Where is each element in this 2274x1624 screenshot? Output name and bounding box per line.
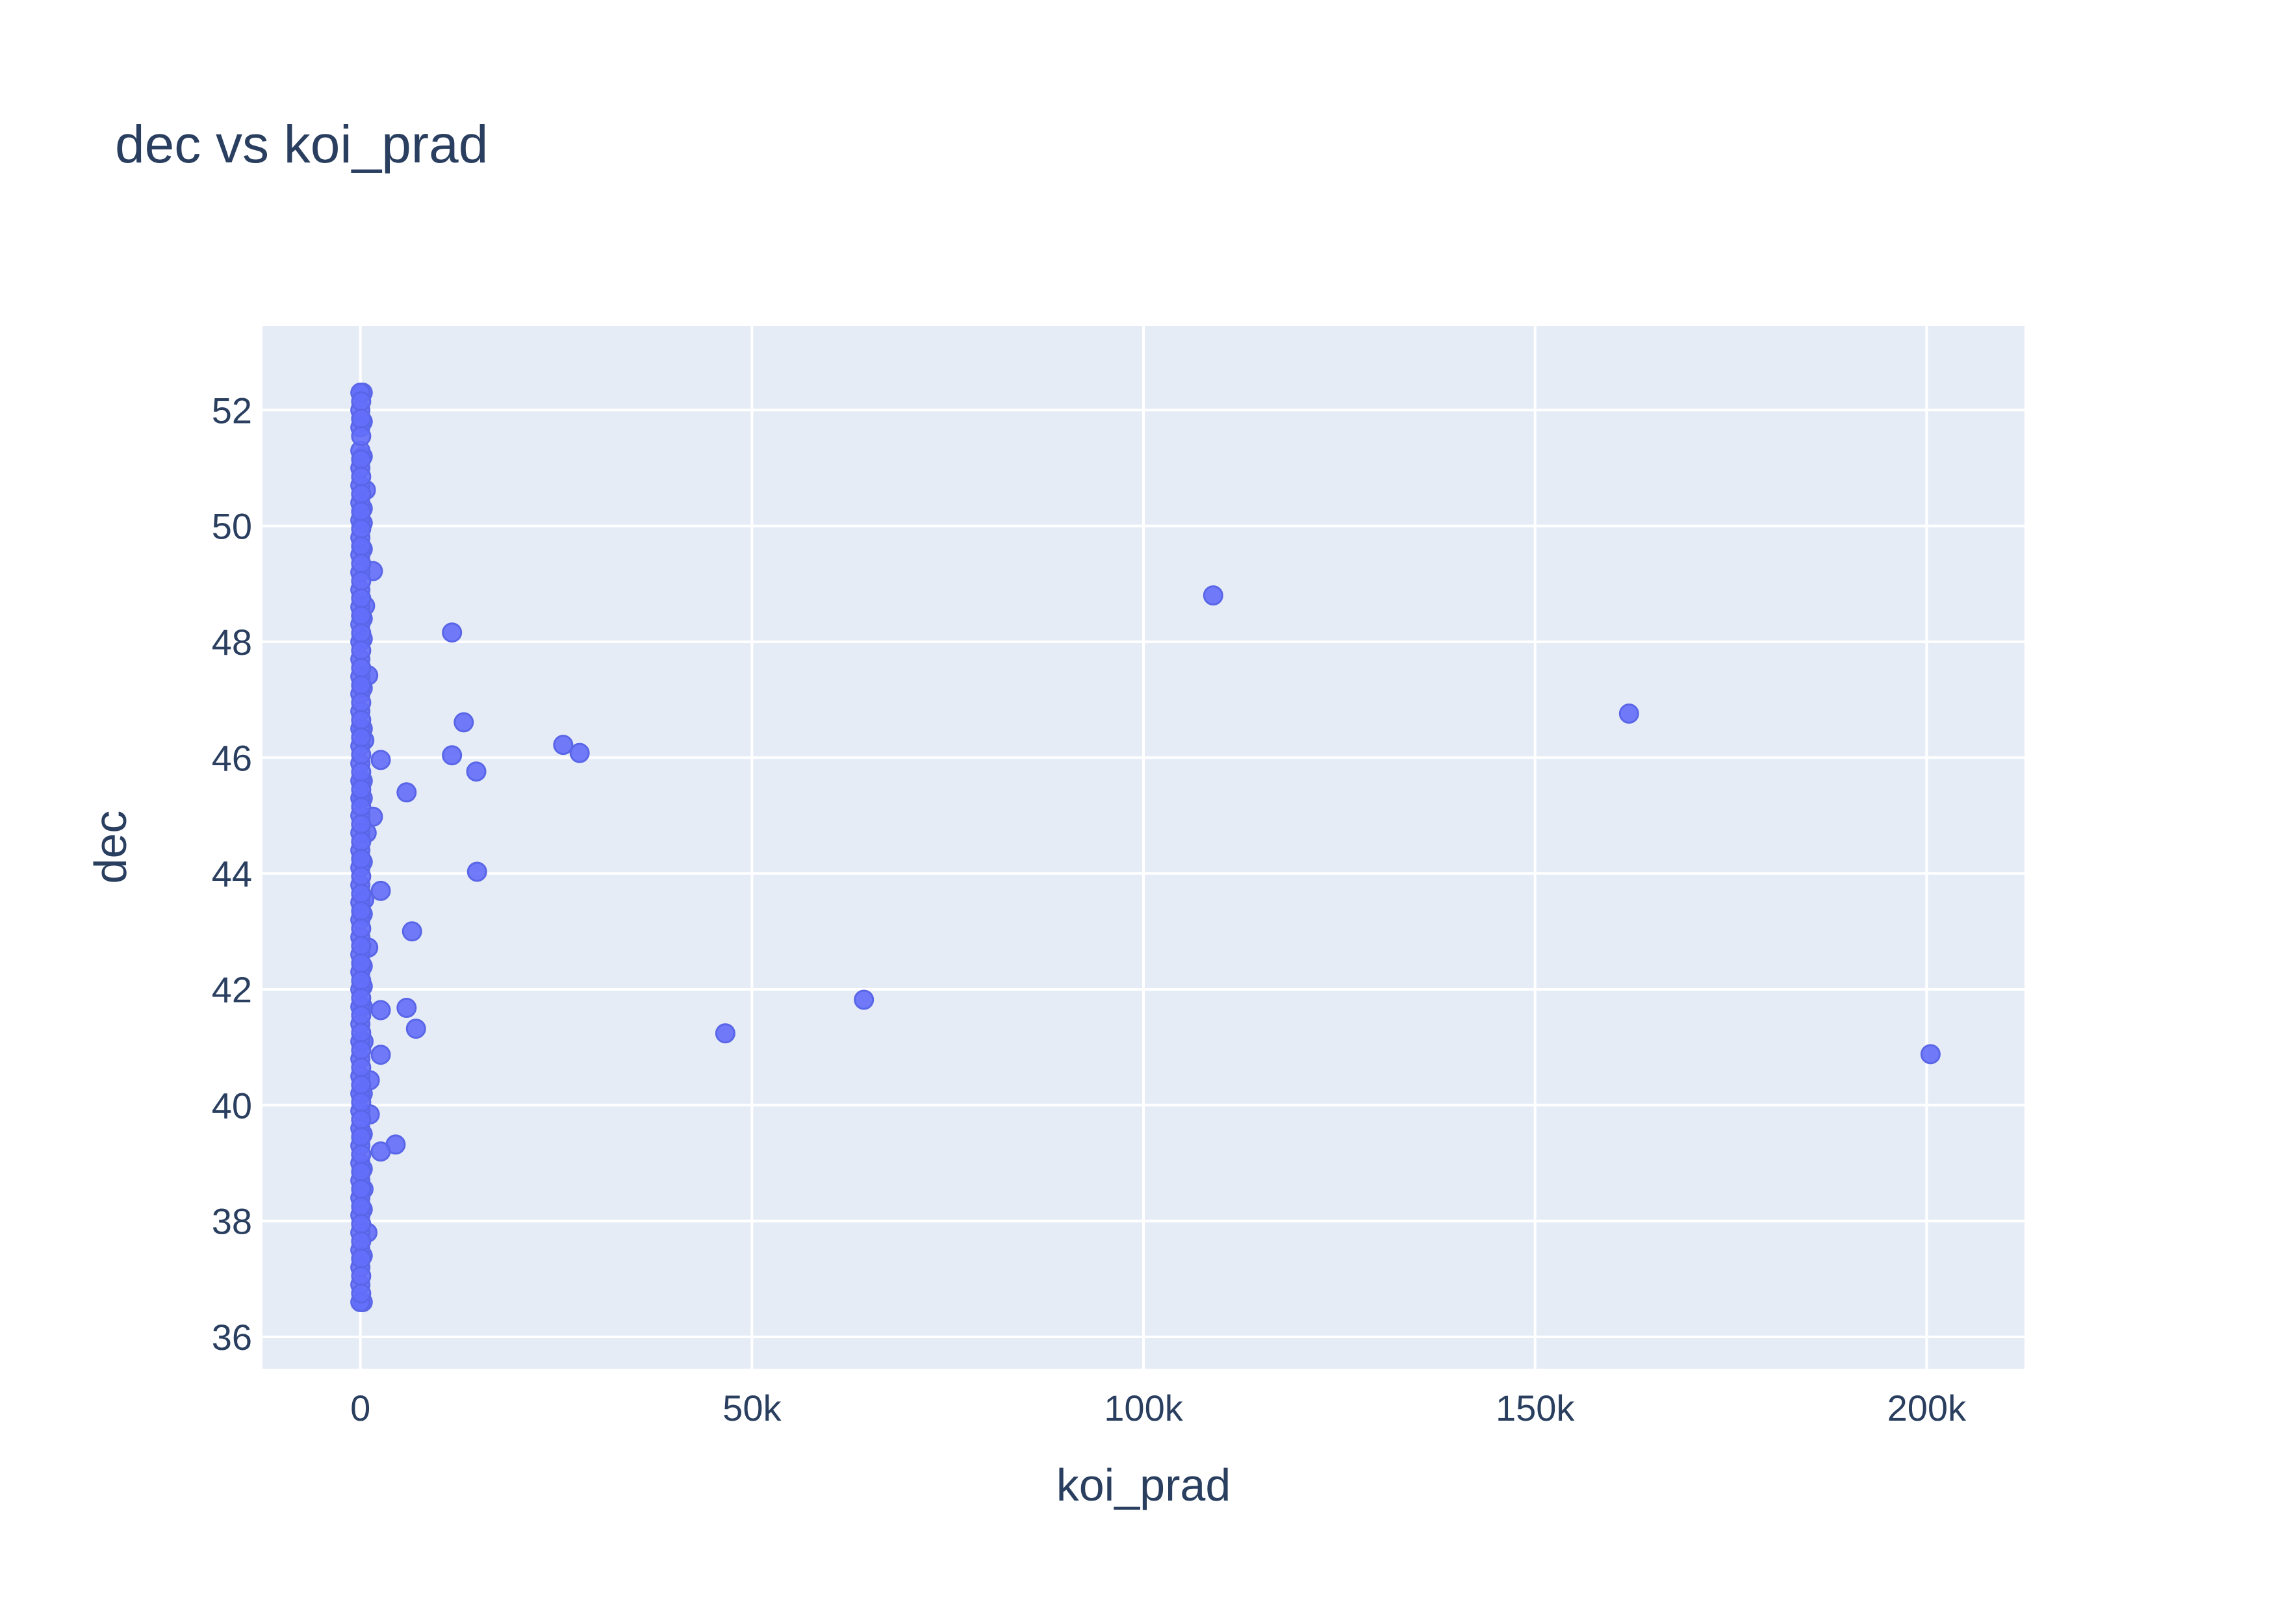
data-point xyxy=(351,779,372,800)
y-tick-label: 36 xyxy=(212,1317,252,1358)
data-point xyxy=(351,709,372,730)
data-point xyxy=(351,425,372,446)
data-point xyxy=(442,745,463,766)
y-axis-title: dec xyxy=(85,811,136,884)
data-point xyxy=(351,1144,372,1165)
data-point xyxy=(351,1057,372,1078)
data-point xyxy=(351,727,372,748)
grid-lines xyxy=(262,326,2025,1369)
data-point xyxy=(351,1179,372,1200)
data-point xyxy=(370,1000,391,1021)
y-tick-label: 42 xyxy=(212,969,252,1010)
data-point xyxy=(553,735,574,755)
data-point xyxy=(351,935,372,956)
data-point xyxy=(351,987,372,1008)
data-point xyxy=(351,1161,372,1182)
data-point xyxy=(351,501,372,522)
data-point xyxy=(370,1141,391,1162)
data-point xyxy=(351,744,372,765)
data-point xyxy=(351,971,372,991)
data-point xyxy=(351,1110,372,1130)
data-point xyxy=(351,796,372,817)
data-point xyxy=(351,640,372,661)
data-point xyxy=(370,750,391,770)
y-tick-label: 38 xyxy=(212,1201,252,1242)
data-point xyxy=(1203,585,1223,606)
data-point xyxy=(370,1045,391,1065)
data-point xyxy=(396,997,417,1018)
x-tick-label: 50k xyxy=(722,1388,782,1428)
data-point xyxy=(715,1023,735,1044)
data-point xyxy=(351,449,372,470)
data-point xyxy=(466,861,487,882)
data-point xyxy=(351,484,372,505)
data-point xyxy=(351,518,372,539)
data-point xyxy=(351,918,372,939)
data-point xyxy=(351,814,372,835)
data-point xyxy=(1618,704,1639,724)
data-point xyxy=(351,605,372,626)
data-point xyxy=(370,880,391,901)
data-point xyxy=(1920,1044,1941,1065)
data-point xyxy=(351,848,372,869)
data-point xyxy=(569,742,590,763)
x-tick-label: 100k xyxy=(1104,1388,1183,1428)
data-point xyxy=(351,675,372,696)
data-point xyxy=(351,536,372,557)
x-tick-label: 0 xyxy=(350,1388,370,1428)
x-tick-label: 150k xyxy=(1496,1388,1575,1428)
data-point xyxy=(351,1231,372,1252)
x-tick-label: 200k xyxy=(1887,1388,1967,1428)
data-point xyxy=(351,409,372,429)
data-point xyxy=(396,782,417,803)
data-point xyxy=(351,391,372,412)
chart-title: dec vs koi_prad xyxy=(115,115,488,174)
data-point xyxy=(351,953,372,974)
data-point xyxy=(351,570,372,591)
data-point xyxy=(351,1126,372,1147)
data-point xyxy=(351,1022,372,1043)
data-point xyxy=(351,762,372,783)
data-point xyxy=(351,1283,372,1304)
data-point xyxy=(351,1074,372,1095)
x-axis-title: koi_prad xyxy=(1056,1460,1231,1510)
data-point xyxy=(454,712,474,733)
data-point xyxy=(351,553,372,574)
data-point xyxy=(351,657,372,678)
data-point xyxy=(351,623,372,644)
y-tick-label: 52 xyxy=(212,390,252,431)
data-point xyxy=(351,1040,372,1061)
y-tick-label: 40 xyxy=(212,1085,252,1126)
data-point xyxy=(466,761,487,782)
y-tick-label: 48 xyxy=(212,622,252,663)
data-point xyxy=(402,921,422,942)
axis-ticks: 0 50k 100k 150k 200k 36 38 40 42 44 46 48 50 52 xyxy=(212,390,1967,1428)
data-point xyxy=(351,1249,372,1269)
data-point xyxy=(351,1092,372,1113)
data-point xyxy=(351,1005,372,1026)
y-tick-label: 50 xyxy=(212,506,252,547)
data-point xyxy=(405,1019,426,1039)
y-tick-label: 46 xyxy=(212,737,252,778)
data-point xyxy=(351,466,372,487)
data-point xyxy=(351,831,372,852)
data-point xyxy=(351,901,372,922)
data-point xyxy=(854,989,875,1010)
data-point xyxy=(351,692,372,713)
data-point xyxy=(351,588,372,609)
data-point xyxy=(351,1196,372,1217)
data-points xyxy=(350,383,1941,1312)
data-point xyxy=(351,1213,372,1234)
data-point xyxy=(351,883,372,904)
data-point xyxy=(351,866,372,887)
y-tick-label: 44 xyxy=(212,854,252,894)
data-point xyxy=(351,1265,372,1286)
data-point xyxy=(442,622,463,643)
